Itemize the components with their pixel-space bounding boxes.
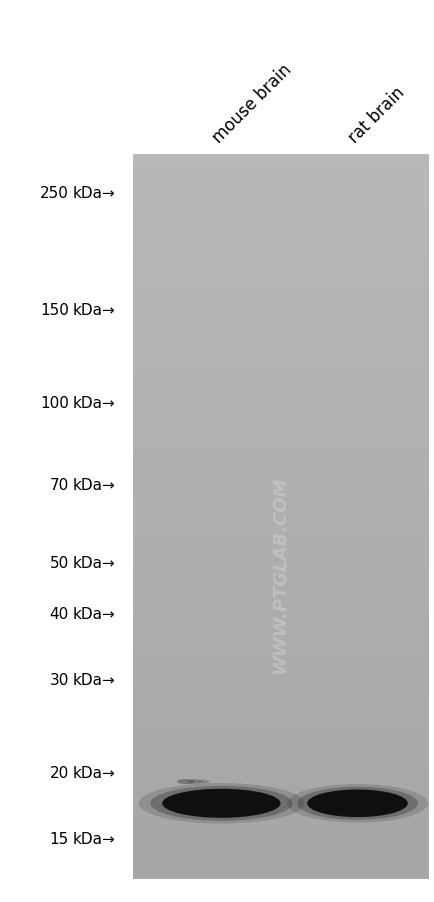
Text: kDa→: kDa→ bbox=[73, 555, 115, 570]
Text: kDa→: kDa→ bbox=[73, 396, 115, 410]
Text: 150: 150 bbox=[40, 303, 69, 318]
Text: kDa→: kDa→ bbox=[73, 478, 115, 492]
Text: kDa→: kDa→ bbox=[73, 303, 115, 318]
Text: 20: 20 bbox=[49, 765, 69, 780]
Text: 70: 70 bbox=[49, 478, 69, 492]
Text: 100: 100 bbox=[40, 396, 69, 410]
Text: kDa→: kDa→ bbox=[73, 606, 115, 621]
Text: WWW.PTGLAB.COM: WWW.PTGLAB.COM bbox=[271, 476, 289, 674]
Text: kDa→: kDa→ bbox=[73, 832, 115, 846]
Ellipse shape bbox=[177, 779, 194, 784]
Ellipse shape bbox=[306, 789, 407, 817]
Text: 250: 250 bbox=[40, 186, 69, 200]
Text: mouse brain: mouse brain bbox=[208, 61, 294, 147]
Text: 15: 15 bbox=[49, 832, 69, 846]
Ellipse shape bbox=[296, 787, 417, 820]
Text: 40: 40 bbox=[49, 606, 69, 621]
Text: rat brain: rat brain bbox=[344, 84, 407, 147]
Ellipse shape bbox=[162, 789, 280, 818]
Text: 50: 50 bbox=[49, 555, 69, 570]
Ellipse shape bbox=[286, 784, 427, 823]
Text: kDa→: kDa→ bbox=[73, 672, 115, 687]
Ellipse shape bbox=[197, 780, 209, 784]
Ellipse shape bbox=[138, 783, 303, 824]
Text: kDa→: kDa→ bbox=[73, 765, 115, 780]
Ellipse shape bbox=[187, 779, 202, 784]
Text: 30: 30 bbox=[49, 672, 69, 687]
Text: kDa→: kDa→ bbox=[73, 186, 115, 200]
Ellipse shape bbox=[150, 786, 292, 821]
